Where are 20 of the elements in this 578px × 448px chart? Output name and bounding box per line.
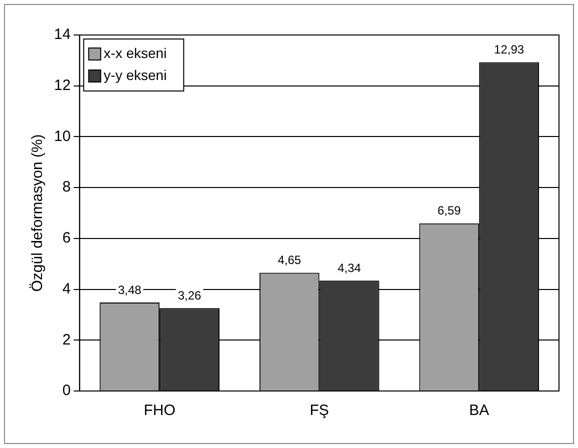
y-tick-label: 12 <box>54 77 71 94</box>
data-label: 6,59 <box>437 204 462 218</box>
legend-label: y-y ekseni <box>104 66 167 83</box>
legend-label: x-x ekseni <box>104 44 167 61</box>
x-tick-label: FHO <box>144 402 176 420</box>
y-tick-label: 10 <box>54 128 71 145</box>
data-label: 4,34 <box>338 260 362 275</box>
y-tick-label: 8 <box>62 178 71 196</box>
y-tick-label: 14 <box>54 26 71 44</box>
data-label: 12,93 <box>494 42 524 57</box>
y-tick-label: 0 <box>62 382 71 400</box>
y-tick-label: 2 <box>62 331 71 348</box>
y-tick-label: 4 <box>62 280 71 298</box>
data-label: 4,65 <box>278 253 302 268</box>
x-tick-label: FŞ <box>310 402 329 420</box>
data-label: 3,26 <box>178 288 202 302</box>
y-tick-label: 6 <box>62 230 71 247</box>
x-tick-label: BA <box>469 402 490 420</box>
y-axis-title: Özgül deformasyon (%) <box>29 134 46 292</box>
data-label: 3,48 <box>118 282 142 297</box>
